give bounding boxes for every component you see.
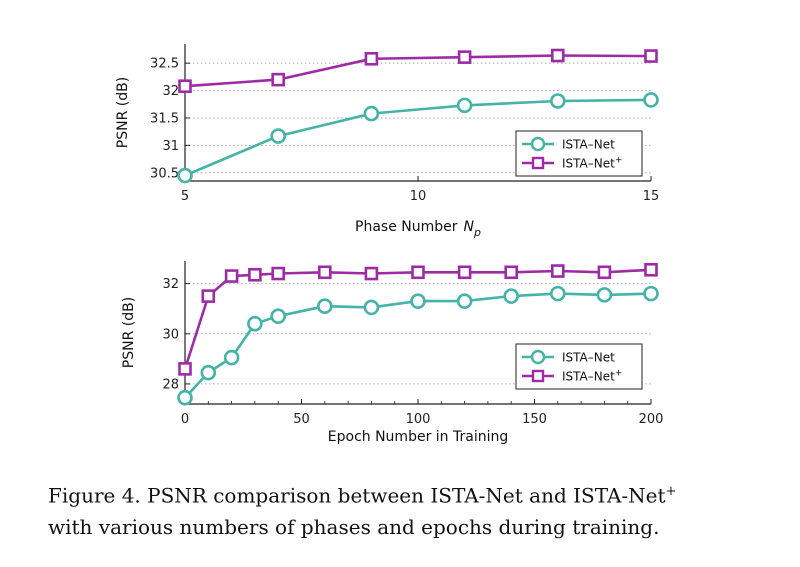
data-point [363, 299, 380, 316]
legend-marker [531, 369, 545, 383]
x-tick-label: 10 [410, 189, 427, 204]
y-axis-label: PSNR (dB) [121, 297, 137, 368]
data-point [644, 262, 658, 277]
legend-label-superscript: + [615, 156, 623, 166]
data-point [549, 93, 566, 109]
data-point [411, 265, 425, 280]
caption-line-1: Figure 4. PSNR comparison between ISTA-N… [48, 476, 768, 512]
y-tick-label: 32.5 [150, 57, 179, 72]
legend-label: ISTA–Net+ [562, 156, 622, 171]
data-point [550, 264, 565, 278]
data-point [224, 269, 239, 283]
series-ista-net [177, 92, 659, 184]
y-tick-label: 31.5 [150, 111, 179, 126]
data-point [178, 362, 192, 376]
data-point [597, 265, 612, 280]
x-axis-label-subscript: p [473, 226, 481, 239]
data-point [247, 315, 263, 332]
x-axis-label: Phase Number Np [355, 219, 481, 239]
data-point [457, 265, 472, 280]
data-point [271, 72, 286, 87]
legend-label: ISTA–Net+ [562, 369, 622, 384]
data-point [550, 48, 565, 63]
caption-superscript: + [665, 484, 677, 499]
data-point [456, 293, 473, 309]
x-axis-label: Epoch Number in Training [328, 429, 508, 445]
legend: ISTA–Net ISTA–Net+ [515, 130, 643, 177]
data-point [248, 267, 262, 282]
y-axis-label: PSNR (dB) [115, 77, 131, 148]
legend-label: ISTA–Net [562, 351, 615, 365]
series-line [184, 54, 652, 88]
data-point [410, 293, 426, 309]
legend-marker [530, 349, 546, 365]
series-ista-net-plus [178, 48, 658, 93]
data-point [503, 288, 520, 304]
series-ista-net-plus [178, 262, 658, 376]
data-point [270, 308, 287, 324]
x-tick-label: 0 [181, 412, 189, 427]
legend-label-superscript: + [615, 369, 623, 379]
data-point [270, 128, 287, 144]
data-point [177, 167, 193, 184]
chart-1: 30.5 31 31.5 32 32.5 5 10 15 Phase Number Np PSNR … [115, 44, 659, 239]
legend-marker [530, 136, 546, 152]
x-tick-label: 15 [643, 189, 660, 204]
data-point [178, 79, 192, 93]
data-point [317, 265, 332, 280]
x-tick-label: 5 [181, 189, 189, 204]
data-point [364, 51, 379, 66]
data-point [549, 285, 566, 302]
data-point [644, 49, 658, 63]
caption-text-1: Figure 4. PSNR comparison between ISTA-N… [48, 483, 666, 508]
legend-marker [531, 156, 545, 170]
data-point [271, 266, 286, 281]
x-tick-label: 150 [522, 412, 547, 427]
chart-2: 28 30 32 0 50 100 150 200 Epoch Number in Traini… [121, 261, 663, 445]
data-point [201, 289, 216, 303]
data-point [316, 298, 333, 314]
y-tick-label: 31 [162, 139, 179, 154]
data-point [223, 349, 240, 366]
caption-line-2: with various numbers of phases and epoch… [48, 512, 768, 543]
legend: ISTA–Net ISTA–Net+ [515, 343, 643, 390]
data-point [457, 50, 472, 64]
x-tick-label: 200 [639, 412, 664, 427]
data-point [643, 285, 659, 302]
legend-label: ISTA–Net [562, 138, 615, 152]
data-point [456, 97, 473, 114]
series-line [184, 98, 652, 177]
y-tick-label: 28 [162, 377, 179, 392]
figure-caption: Figure 4. PSNR comparison between ISTA-N… [48, 476, 768, 543]
data-point [596, 287, 613, 303]
caption-text-2: with various numbers of phases and epoch… [48, 514, 660, 539]
data-point [364, 266, 379, 281]
y-tick-label: 30 [162, 327, 179, 342]
data-point [200, 364, 217, 381]
data-point [643, 92, 659, 108]
series-ista-net [177, 285, 659, 406]
data-point [363, 105, 380, 122]
x-axis-label-symbol: N [464, 219, 475, 235]
y-tick-label: 30.5 [150, 166, 179, 181]
y-tick-label: 32 [162, 84, 179, 99]
data-point [504, 265, 519, 280]
x-tick-label: 100 [406, 412, 431, 427]
y-tick-label: 32 [162, 277, 179, 292]
x-tick-label: 50 [293, 412, 310, 427]
data-point [177, 389, 193, 406]
